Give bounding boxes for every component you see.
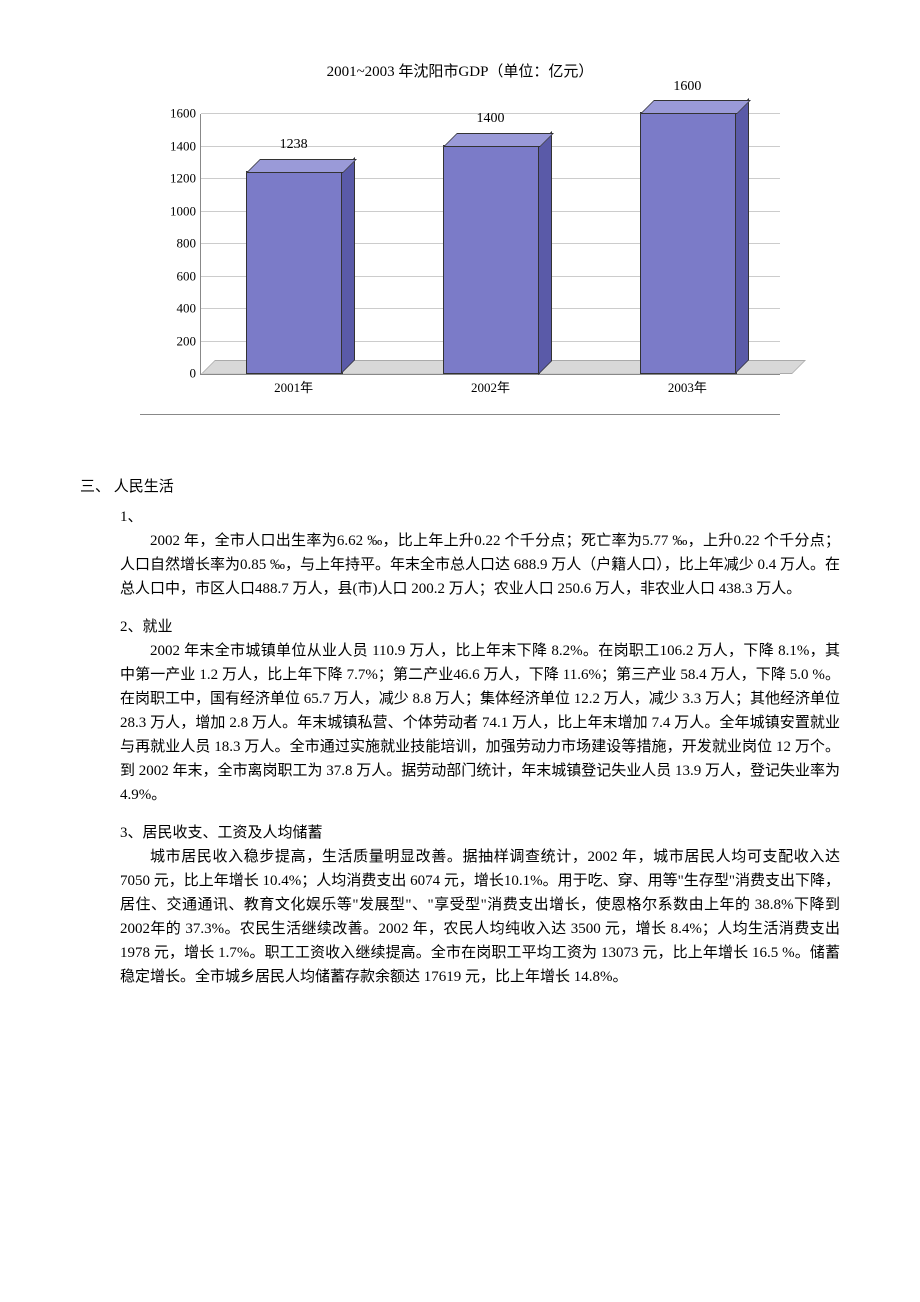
x-tick: 2002年 <box>443 378 538 399</box>
bar: 12382001年 <box>246 173 341 374</box>
section-3-2-heading: 2、就业 <box>120 615 840 639</box>
bar-value-label: 1400 <box>443 108 538 130</box>
y-tick: 1600 <box>151 104 196 125</box>
y-tick: 200 <box>151 331 196 352</box>
y-tick: 1200 <box>151 169 196 190</box>
gdp-chart: 0200400600800100012001400160012382001年14… <box>140 114 780 415</box>
section-3-1-text: 2002 年，全市人口出生率为6.62 ‰，比上年上升0.22 个千分点；死亡率… <box>120 529 840 601</box>
section-3-3-text: 城市居民收入稳步提高，生活质量明显改善。据抽样调查统计，2002 年，城市居民人… <box>120 845 840 989</box>
x-tick: 2003年 <box>640 378 735 399</box>
section-3-1-heading: 1、 <box>120 505 840 529</box>
y-tick: 400 <box>151 299 196 320</box>
bar: 16002003年 <box>640 114 735 374</box>
bar-value-label: 1238 <box>246 134 341 156</box>
x-tick: 2001年 <box>246 378 341 399</box>
y-tick: 600 <box>151 266 196 287</box>
section-3-3-heading: 3、居民收支、工资及人均储蓄 <box>120 821 840 845</box>
y-tick: 1000 <box>151 201 196 222</box>
section-3-heading: 三、 人民生活 <box>80 475 840 499</box>
bar: 14002002年 <box>443 147 538 375</box>
y-tick: 0 <box>151 364 196 385</box>
section-3-2-text: 2002 年末全市城镇单位从业人员 110.9 万人，比上年末下降 8.2%。在… <box>120 639 840 807</box>
y-tick: 1400 <box>151 136 196 157</box>
y-tick: 800 <box>151 234 196 255</box>
bar-value-label: 1600 <box>640 76 735 98</box>
